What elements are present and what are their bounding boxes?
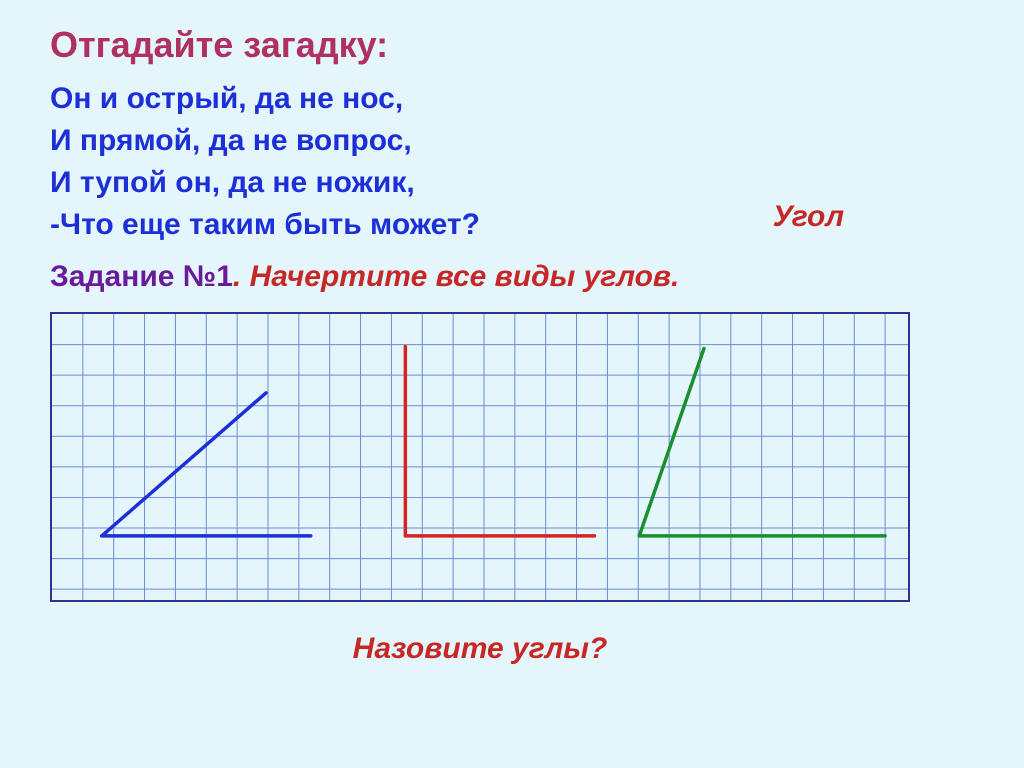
slide: Отгадайте загадку: Он и острый, да не но… xyxy=(0,0,1024,768)
page-title: Отгадайте загадку: xyxy=(50,24,974,66)
grid-svg xyxy=(52,314,908,600)
task-text: Начертите все виды углов. xyxy=(250,260,680,293)
grid-lines xyxy=(52,314,908,600)
riddle-line-2: И прямой, да не вопрос, xyxy=(50,120,974,162)
task-label: Задание №1 xyxy=(50,260,233,293)
riddle-line-3: И тупой он, да не ножик, xyxy=(50,162,974,204)
task-row: Задание №1. Начертите все виды углов. xyxy=(50,260,974,294)
riddle-line-1: Он и острый, да не нос, xyxy=(50,78,974,120)
footer-question: Назовите углы? xyxy=(50,632,910,666)
grid-area xyxy=(50,312,910,602)
task-dot: . xyxy=(233,260,250,293)
riddle-answer: Угол xyxy=(773,200,844,234)
